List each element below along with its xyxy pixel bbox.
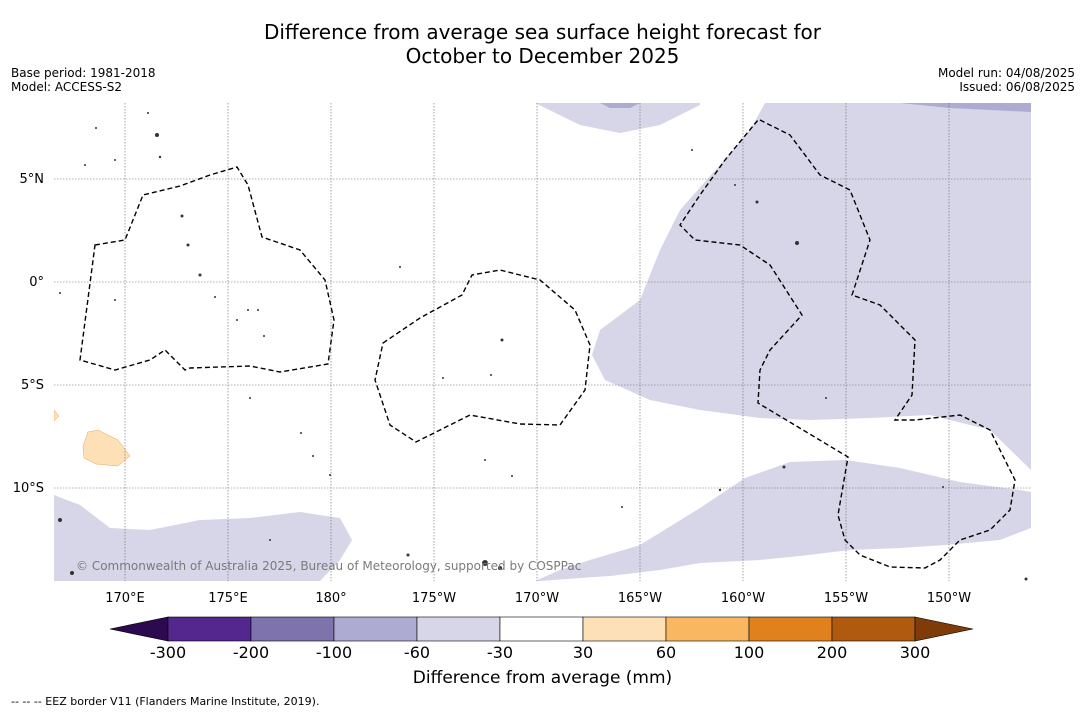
lon-label: 175°E	[208, 591, 248, 606]
anomaly-region-north-strong	[600, 103, 640, 108]
anomaly-region-east	[535, 103, 1031, 581]
colorbar-segment	[665, 616, 750, 642]
eez-kiribati-phoenix	[374, 269, 591, 443]
title-line-1: Difference from average sea surface heig…	[263, 20, 822, 44]
colorbar-segment	[499, 616, 584, 642]
colorbar-segment	[167, 616, 252, 642]
gridlines	[54, 103, 1031, 581]
base-period: Base period: 1981-2018	[11, 66, 156, 80]
colorbar-tick-label: 60	[655, 643, 677, 662]
map-area: © Commonwealth of Australia 2025, Bureau…	[54, 103, 1031, 581]
colorbar-segment	[416, 616, 501, 642]
colorbar-segment	[333, 616, 418, 642]
colorbar-tick-label: -200	[232, 643, 270, 662]
lat-label-5s: 5°S	[21, 378, 44, 393]
meta-right: Model run: 04/08/2025 Issued: 06/08/2025	[938, 66, 1075, 94]
colorbar-label: Difference from average (mm)	[412, 668, 673, 688]
lon-label: 180°	[315, 591, 346, 606]
copyright-text: © Commonwealth of Australia 2025, Bureau…	[76, 559, 581, 573]
colorbar-segment	[250, 616, 335, 642]
issued-date: Issued: 06/08/2025	[959, 80, 1075, 94]
colorbar-segment	[748, 616, 833, 642]
colorbar-tick-label: 100	[733, 643, 765, 662]
lat-label-5n: 5°N	[20, 172, 45, 187]
chart-title: Difference from average sea surface heig…	[0, 20, 1085, 68]
colorbar-tick-label: 200	[816, 643, 848, 662]
longitude-labels: 170°E 175°E 180° 175°W 170°W 165°W 160°W…	[105, 591, 971, 606]
lat-label-0: 0°	[29, 275, 44, 290]
anomaly-region-north	[535, 103, 700, 133]
colorbar-segment	[831, 616, 916, 642]
footnote: -- -- -- EEZ border V11 (Flanders Marine…	[11, 695, 320, 708]
anomaly-region-southwest	[54, 495, 352, 581]
anomaly-region-positive	[82, 429, 131, 467]
title-line-2: October to December 2025	[405, 44, 680, 68]
model-name: Model: ACCESS-S2	[11, 80, 123, 94]
eez-kiribati-line	[679, 119, 1016, 569]
colorbar-tick-label: 300	[899, 643, 931, 662]
colorbar-tick-label: -100	[315, 643, 353, 662]
islands	[58, 112, 1028, 581]
eez-kiribati-gilbert	[79, 166, 335, 373]
colorbar-tick-label: -60	[403, 643, 431, 662]
colorbar-tick-label: 30	[572, 643, 594, 662]
colorbar-extend-low	[109, 616, 169, 642]
meta-left: Base period: 1981-2018 Model: ACCESS-S2	[11, 66, 156, 94]
anomaly-region-positive-small	[54, 409, 60, 422]
colorbar-segment	[582, 616, 667, 642]
lon-label: 170°W	[515, 591, 559, 606]
lon-label: 155°W	[824, 591, 868, 606]
latitude-labels: 5°N 0° 5°S 10°S	[13, 172, 44, 496]
eez-borders	[79, 119, 1016, 569]
lon-label: 170°E	[105, 591, 145, 606]
colorbar-tick-label: -300	[149, 643, 187, 662]
lon-label: 160°W	[721, 591, 765, 606]
colorbar	[109, 616, 974, 642]
colorbar-tick-label: -30	[486, 643, 514, 662]
colorbar-extend-high	[914, 616, 974, 642]
lon-label: 150°W	[927, 591, 971, 606]
lon-label: 175°W	[412, 591, 456, 606]
lon-label: 165°W	[618, 591, 662, 606]
anomaly-region-northeast-strong	[900, 103, 1031, 112]
lat-label-10s: 10°S	[13, 481, 44, 496]
model-run: Model run: 04/08/2025	[937, 66, 1075, 80]
